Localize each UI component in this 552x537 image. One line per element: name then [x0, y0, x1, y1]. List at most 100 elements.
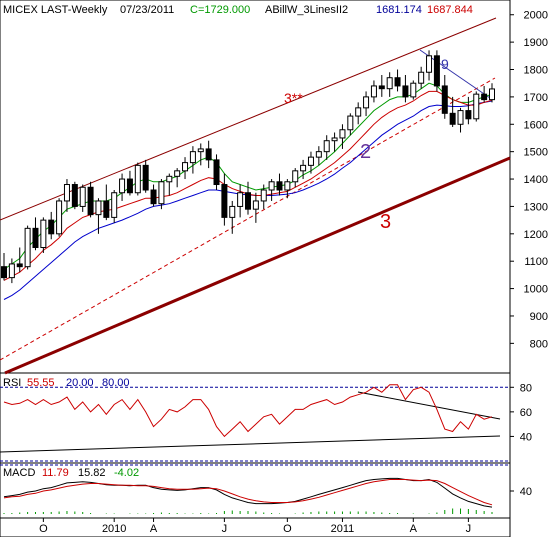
date-tick-label: A: [410, 523, 418, 535]
candle-body: [323, 140, 330, 153]
candle-body: [473, 93, 480, 120]
annotation-3: 3: [380, 211, 391, 233]
candle-body: [24, 227, 31, 268]
candle-body: [331, 137, 338, 142]
candle: [63, 179, 70, 212]
candle-body: [410, 82, 417, 98]
candle-body: [229, 205, 236, 218]
rsi-line: [3, 384, 493, 438]
candle: [111, 190, 118, 223]
candle: [142, 159, 149, 193]
rsi-series: [3, 384, 493, 438]
candle: [457, 107, 464, 133]
candle-body: [197, 148, 204, 153]
candle-body: [126, 178, 133, 194]
candle: [331, 132, 338, 152]
candle-body: [158, 181, 165, 205]
candle: [355, 102, 362, 125]
macd-series: [3, 477, 493, 514]
candle: [150, 184, 157, 207]
date-tick-label: O: [283, 523, 292, 535]
candle-body: [166, 175, 173, 183]
price-tick-label: 1300: [524, 201, 548, 213]
candle-body: [237, 192, 244, 207]
candle-body: [40, 219, 47, 249]
candle: [481, 85, 488, 103]
candle-body: [402, 85, 409, 98]
macd-label: MACD: [3, 467, 35, 479]
candle-body: [339, 129, 346, 139]
price-tick-label: 1600: [524, 119, 548, 131]
candle: [166, 173, 173, 196]
candle: [95, 198, 102, 234]
candle: [8, 258, 15, 284]
candle: [378, 74, 385, 97]
rsi-tick-label: 60: [520, 407, 532, 419]
candle-body: [489, 88, 495, 101]
candle: [174, 168, 181, 188]
candle: [40, 217, 47, 253]
macd-signal-value: 15.82: [78, 467, 106, 479]
indicator-label: ABillW_3LinesII2: [265, 4, 348, 16]
candle-body: [284, 181, 291, 191]
candle: [134, 162, 141, 196]
candle-body: [48, 219, 55, 235]
candle-body: [56, 200, 63, 235]
candle: [386, 72, 393, 97]
candle: [465, 96, 472, 125]
candle: [402, 74, 409, 103]
rsi-lower-bound: 20.00: [66, 377, 94, 389]
candle: [418, 66, 425, 89]
candle-body: [134, 164, 141, 194]
price-tick-label: 1700: [524, 92, 548, 104]
candle: [370, 80, 377, 103]
date-tick-label: J: [466, 523, 472, 535]
candle: [315, 146, 322, 166]
candle: [307, 151, 314, 174]
candle-body: [111, 192, 118, 218]
candle: [347, 113, 354, 136]
candle-body: [355, 107, 362, 117]
candle: [56, 198, 63, 237]
candle: [119, 173, 126, 201]
candle-body: [363, 96, 370, 109]
macd-signal-line: [3, 479, 493, 506]
macd-tick-label: 40: [520, 486, 532, 498]
annotation-2: 2: [360, 141, 371, 163]
candle-body: [8, 263, 15, 279]
candle-body: [307, 156, 314, 166]
annotation-9: 9: [441, 56, 449, 72]
candle: [473, 91, 480, 122]
candle: [284, 179, 291, 199]
rsi-panel: [0, 372, 511, 464]
candle-body: [465, 110, 472, 120]
candle: [87, 181, 94, 218]
close-label: C=1729.000: [190, 4, 250, 16]
rsi-value: 55.55: [27, 377, 55, 389]
candle: [205, 140, 212, 169]
indicator-value-2: 1687.844: [427, 4, 473, 16]
candle: [292, 168, 299, 188]
symbol-label: MICEX LAST-Weekly: [3, 4, 108, 16]
macd-panel: [0, 462, 511, 519]
candle-body: [174, 170, 181, 177]
candle: [182, 157, 189, 180]
candle: [268, 179, 275, 201]
price-panel: [0, 0, 511, 374]
rsi-tick-label: 40: [520, 431, 532, 443]
candle-body: [268, 181, 275, 191]
price-tick-label: 2000: [524, 10, 548, 22]
candle-body: [245, 192, 251, 210]
candle-body: [418, 71, 425, 84]
price-tick-label: 1400: [524, 174, 548, 186]
price-tick-label: 1000: [524, 284, 548, 296]
lower-trend-line-thick: [4, 156, 511, 375]
candle-body: [252, 200, 259, 210]
candle-body: [441, 85, 448, 114]
candle: [197, 143, 204, 166]
candle-body: [433, 55, 440, 87]
price-tick-label: 1200: [524, 229, 548, 241]
candle-body: [394, 77, 401, 87]
macd-value: 11.79: [42, 467, 69, 479]
rsi-tick-label: 80: [520, 382, 532, 394]
